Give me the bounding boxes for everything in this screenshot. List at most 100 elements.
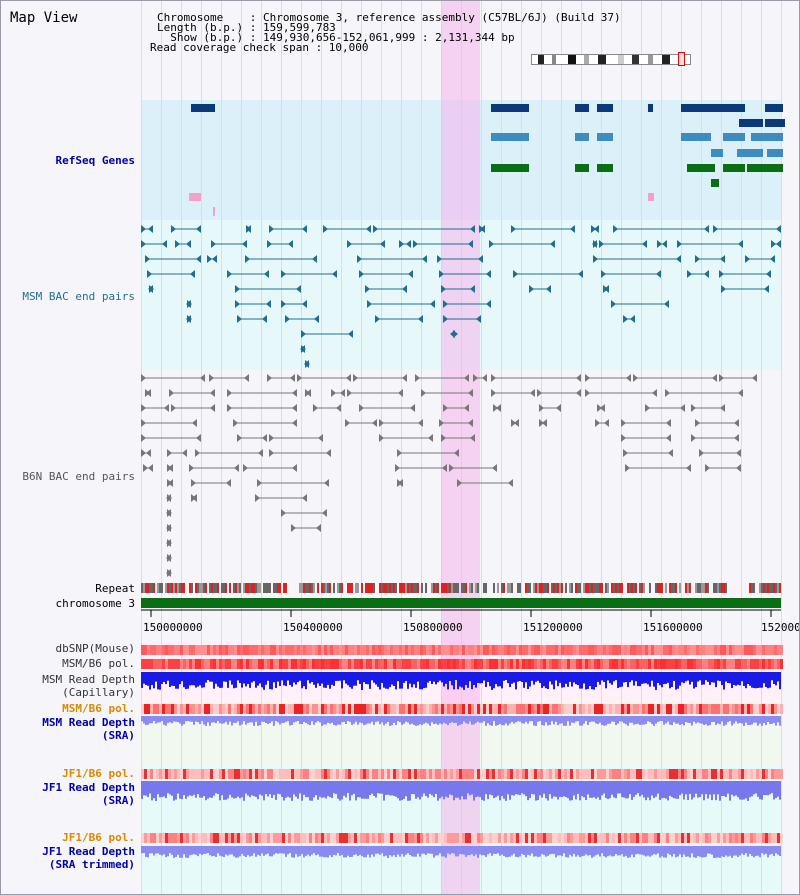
msm-depth-capillary-bar[interactable] <box>373 672 375 683</box>
jf1-depth-sra-bar[interactable] <box>713 781 715 795</box>
msm-bac-pair-end[interactable] <box>662 240 667 248</box>
jf1-pol-cell[interactable] <box>750 833 753 843</box>
b6n-bac-pair-end[interactable] <box>292 464 297 472</box>
msm-b6-pol-cell[interactable] <box>723 659 726 669</box>
msm-depth-sra-bar[interactable] <box>721 716 723 722</box>
jf1-pol-cell[interactable] <box>684 833 687 843</box>
b6n-bac-pair-end[interactable] <box>227 404 232 412</box>
msm-b6-pol-cell[interactable] <box>213 704 216 714</box>
repeat-block[interactable] <box>749 583 751 593</box>
msm-depth-sra-bar[interactable] <box>715 716 717 725</box>
msm-depth-capillary-bar[interactable] <box>419 672 421 690</box>
jf1-depth-sra-bar[interactable] <box>759 781 761 800</box>
refseq-track-label[interactable]: RefSeq Genes <box>55 154 135 167</box>
b6n-bac-pair-end[interactable] <box>233 419 238 427</box>
jf1-pol-cell[interactable] <box>522 769 525 779</box>
jf1-depth-trimmed-bar[interactable] <box>439 846 441 854</box>
msm-depth-capillary-bar[interactable] <box>675 672 677 690</box>
msm-depth-capillary-bar[interactable] <box>761 672 763 688</box>
msm-depth-capillary-bar[interactable] <box>219 672 221 688</box>
msm-bac-pair-end[interactable] <box>175 240 180 248</box>
b6n-bac-pair-end[interactable] <box>318 434 323 442</box>
msm-depth-capillary-bar[interactable] <box>317 672 319 684</box>
msm-depth-sra-bar[interactable] <box>213 716 215 723</box>
msm-b6-pol-cell[interactable] <box>303 704 306 714</box>
jf1-depth-sra-bar[interactable] <box>629 781 631 795</box>
jf1-pol-cell[interactable] <box>204 769 207 779</box>
msm-depth-capillary-bar[interactable] <box>597 672 599 682</box>
repeat-block[interactable] <box>181 583 183 593</box>
jf1-pol-cell[interactable] <box>555 833 558 843</box>
msm-b6-pol-cell[interactable] <box>258 704 261 714</box>
jf1-depth-trimmed-bar[interactable] <box>545 846 547 857</box>
repeat-block[interactable] <box>161 583 163 593</box>
msm-b6-pol-cell[interactable] <box>240 704 243 714</box>
msm-b6-pol-cell[interactable] <box>768 659 771 669</box>
msm-depth-sra-bar[interactable] <box>743 716 745 726</box>
jf1-pol-cell[interactable] <box>414 769 417 779</box>
msm-depth-capillary-bar[interactable] <box>485 672 487 687</box>
msm-b6-pol-cell[interactable] <box>420 659 423 669</box>
msm-depth-capillary-bar[interactable] <box>149 672 151 690</box>
msm-depth-sra-bar[interactable] <box>745 716 747 723</box>
repeat-block[interactable] <box>497 583 499 593</box>
dbsnp-cell[interactable] <box>354 645 357 655</box>
msm-depth-sra-bar[interactable] <box>421 716 423 725</box>
jf1-depth-trimmed-bar[interactable] <box>763 846 765 855</box>
msm-b6-pol-cell[interactable] <box>522 659 525 669</box>
jf1-pol-cell[interactable] <box>438 833 441 843</box>
msm-b6-pol-cell[interactable] <box>633 704 636 714</box>
msm-depth-capillary-bar[interactable] <box>143 672 145 684</box>
jf1-pol-cell[interactable] <box>372 769 375 779</box>
msm-depth-capillary-bar[interactable] <box>421 672 423 690</box>
msm-depth-capillary-bar[interactable] <box>155 672 157 682</box>
msm-depth-sra-bar[interactable] <box>669 716 671 725</box>
b6n-bac-pair-end[interactable] <box>508 479 513 487</box>
jf1-pol-cell[interactable] <box>690 769 693 779</box>
msm-depth-capillary-bar[interactable] <box>473 672 475 686</box>
jf1-pol-cell[interactable] <box>450 769 453 779</box>
msm-b6-pol-cell[interactable] <box>309 704 312 714</box>
jf1-depth-sra-bar[interactable] <box>193 781 195 795</box>
msm-b6-pol-cell[interactable] <box>237 659 240 669</box>
repeat-block[interactable] <box>409 583 411 593</box>
msm-depth-sra-bar[interactable] <box>487 716 489 724</box>
msm-b6-pol-cell[interactable] <box>747 659 750 669</box>
jf1-depth-sra-bar[interactable] <box>765 781 767 796</box>
msm-depth-capillary-bar[interactable] <box>401 672 403 689</box>
msm-depth-sra-bar[interactable] <box>173 716 175 722</box>
msm-depth-sra-bar[interactable] <box>305 716 307 723</box>
repeat-block[interactable] <box>333 583 335 593</box>
jf1-depth-trimmed-bar[interactable] <box>743 846 745 855</box>
dbsnp-cell[interactable] <box>216 645 219 655</box>
jf1-depth-trimmed-bar[interactable] <box>657 846 659 854</box>
msm-depth-capillary-bar[interactable] <box>181 672 183 682</box>
b6n-bac-pair-end[interactable] <box>468 419 473 427</box>
jf1-depth-trimmed-bar[interactable] <box>651 846 653 856</box>
jf1-pol-cell[interactable] <box>606 833 609 843</box>
msm-depth-sra-bar[interactable] <box>363 716 365 726</box>
jf1-depth-sra-bar[interactable] <box>359 781 361 798</box>
msm-depth-sra-bar[interactable] <box>571 716 573 723</box>
jf1-pol-cell[interactable] <box>432 769 435 779</box>
msm-depth-sra-bar[interactable] <box>159 716 161 723</box>
jf1-depth-trimmed-bar[interactable] <box>305 846 307 856</box>
jf1-depth-trimmed-bar[interactable] <box>277 846 279 854</box>
msm-depth-capillary-bar[interactable] <box>545 672 547 689</box>
msm-b6-pol-cell[interactable] <box>747 704 750 714</box>
jf1-pol-cell[interactable] <box>324 769 327 779</box>
jf1-depth-trimmed-bar[interactable] <box>547 846 549 856</box>
b6n-bac-pair-end[interactable] <box>291 524 296 532</box>
repeat-block[interactable] <box>597 583 599 593</box>
jf1-depth-sra-bar[interactable] <box>541 781 543 798</box>
jf1-depth-sra-bar[interactable] <box>321 781 323 798</box>
dbsnp-cell[interactable] <box>645 645 648 655</box>
msm-bac-pair-end[interactable] <box>196 225 201 233</box>
msm-b6-pol-cell[interactable] <box>207 704 210 714</box>
msm-b6-pol-cell[interactable] <box>288 704 291 714</box>
dbsnp-cell[interactable] <box>606 645 609 655</box>
jf1-depth-trimmed-bar[interactable] <box>455 846 457 857</box>
msm-b6-pol-cell[interactable] <box>606 659 609 669</box>
msm-depth-capillary-bar[interactable] <box>429 672 431 681</box>
dbsnp-cell[interactable] <box>678 645 681 655</box>
